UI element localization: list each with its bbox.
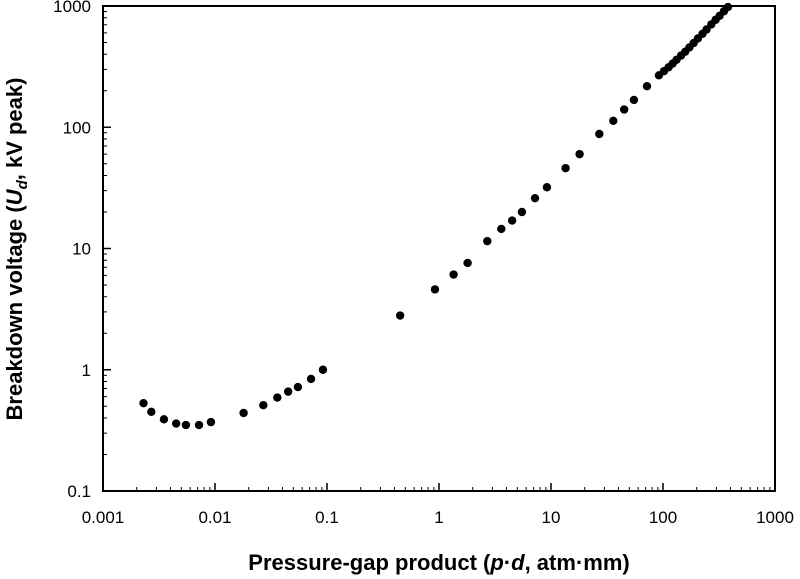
data-point [239,408,248,418]
data-point [561,163,570,173]
data-point [194,420,204,430]
data-point [530,193,540,203]
data-point [723,2,733,12]
data-point [483,236,492,246]
data-point [642,82,652,91]
y-tick-label: 100 [63,118,91,137]
x-tick-label: 100 [649,508,677,527]
x-axis: 0.001 0.01 0.1 1 10 100 1000 [82,483,794,527]
data-point [273,393,282,402]
data-point [430,285,440,294]
data-point [171,419,181,428]
data-point [395,311,405,320]
data-point [159,415,169,424]
y-tick-label: 1000 [53,0,91,16]
data-point [517,207,527,217]
data-point [609,116,618,126]
data-points [139,2,733,430]
data-point [629,95,639,105]
data-point [147,407,156,416]
x-tick-label: 0.01 [198,508,231,527]
y-tick-label: 10 [72,240,91,259]
data-point [619,105,629,114]
data-point [449,270,458,279]
data-point [497,224,506,234]
data-point [293,382,303,392]
data-point [259,401,268,410]
data-point [139,398,148,408]
x-tick-label: 0.1 [315,508,339,527]
data-point [575,149,584,159]
data-point [206,417,216,427]
x-tick-label: 1000 [756,508,794,527]
y-axis: 0.1 1 10 100 1000 [53,0,111,501]
data-point [542,183,552,192]
plot-frame [102,5,776,492]
y-tick-label: 1 [82,361,91,380]
x-tick-label: 10 [542,508,561,527]
data-point [318,365,328,374]
data-point [595,129,604,139]
data-point [283,387,293,396]
data-point [507,216,517,225]
x-tick-label: 0.001 [82,508,125,527]
x-axis-title: Pressure-gap product (p·d, atm·mm) [248,550,629,575]
y-tick-label: 0.1 [67,482,91,501]
data-point [306,374,316,384]
data-point [463,258,472,268]
data-point [181,420,191,430]
x-tick-label: 1 [434,508,443,527]
y-axis-title: Breakdown voltage (Ud, kV peak) [2,78,31,421]
